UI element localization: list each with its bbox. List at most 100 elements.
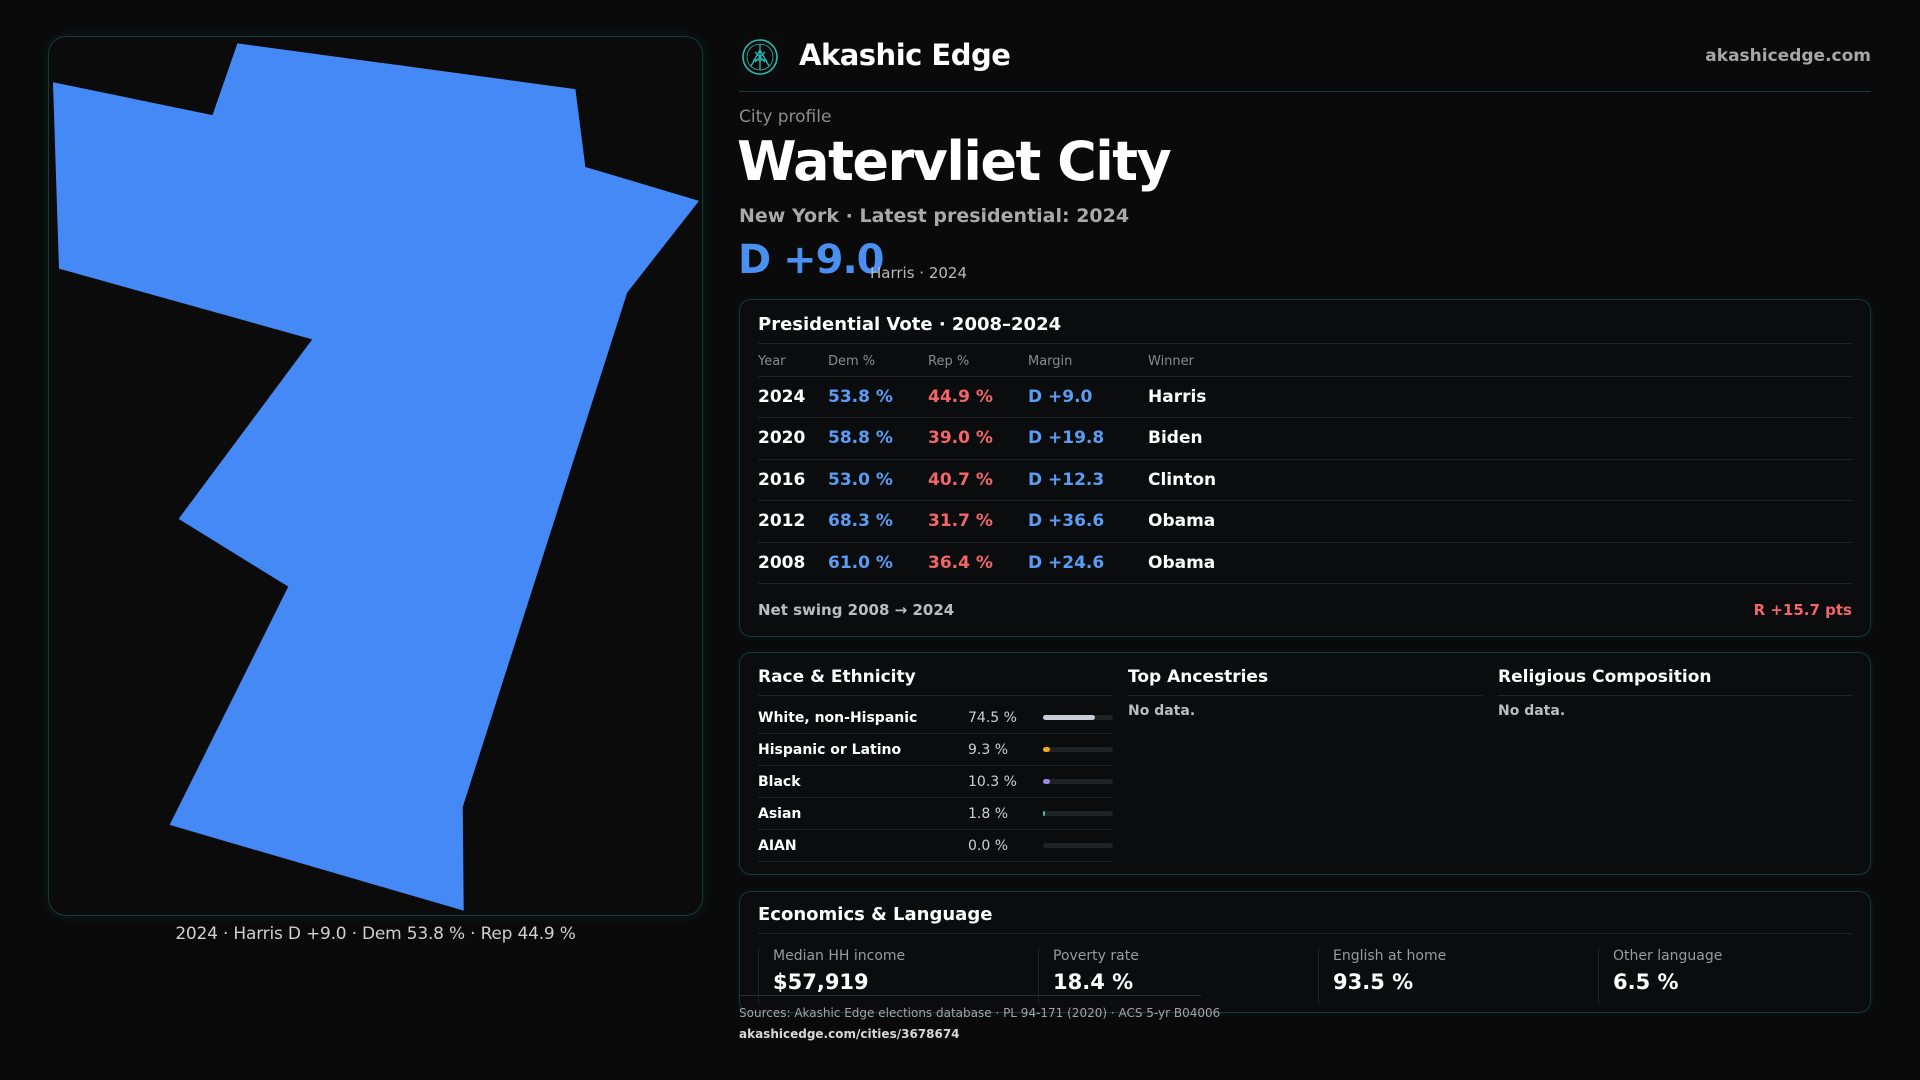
latest-margin: D +9.0 bbox=[738, 237, 885, 283]
column-header: Winner bbox=[1148, 348, 1852, 377]
race-bar bbox=[1043, 779, 1113, 784]
ancestries-empty-text: No data. bbox=[1128, 703, 1196, 719]
dem-cell: 53.0 % bbox=[828, 459, 928, 501]
race-percent: 1.8 % bbox=[968, 805, 1009, 822]
page-title: Watervliet City bbox=[737, 130, 1172, 193]
table-row: 2024 53.8 % 44.9 % D +9.0 Harris bbox=[758, 376, 1852, 418]
margin-cell: D +19.8 bbox=[1028, 417, 1148, 460]
presidential-vote-table: Year Dem % Rep % Margin Winner 2024 53.8… bbox=[758, 348, 1852, 584]
presidential-vote-title: Presidential Vote · 2008–2024 bbox=[758, 314, 1062, 335]
year-cell: 2008 bbox=[758, 542, 828, 584]
race-row: Black 10.3 % bbox=[758, 766, 1113, 798]
table-header-row: Year Dem % Rep % Margin Winner bbox=[758, 348, 1852, 377]
sources-footer: Sources: Akashic Edge elections database… bbox=[739, 1006, 1220, 1041]
stat-english-at-home: English at home 93.5 % bbox=[1318, 948, 1594, 1004]
page-eyebrow: City profile bbox=[739, 107, 832, 127]
race-bar bbox=[1043, 715, 1113, 720]
rep-cell: 36.4 % bbox=[928, 542, 1028, 584]
race-name: Hispanic or Latino bbox=[758, 741, 902, 758]
winner-cell: Harris bbox=[1148, 376, 1852, 418]
race-percent: 74.5 % bbox=[968, 709, 1017, 726]
race-bar-fill bbox=[1043, 747, 1050, 752]
year-cell: 2024 bbox=[758, 376, 828, 418]
economics-title: Economics & Language bbox=[758, 904, 993, 925]
religion-title: Religious Composition bbox=[1498, 667, 1853, 696]
sources-text: Sources: Akashic Edge elections database… bbox=[739, 1006, 1221, 1020]
race-row: Asian 1.8 % bbox=[758, 798, 1113, 830]
margin-cell: D +36.6 bbox=[1028, 500, 1148, 543]
table-row: 2020 58.8 % 39.0 % D +19.8 Biden bbox=[758, 417, 1852, 460]
rep-cell: 40.7 % bbox=[928, 459, 1028, 501]
race-row: White, non-Hispanic 74.5 % bbox=[758, 702, 1113, 734]
race-percent: 10.3 % bbox=[968, 773, 1017, 790]
table-row: 2016 53.0 % 40.7 % D +12.3 Clinton bbox=[758, 459, 1852, 501]
year-cell: 2016 bbox=[758, 459, 828, 501]
race-name: White, non-Hispanic bbox=[758, 709, 918, 726]
demographics-card: Race & Ethnicity White, non-Hispanic 74.… bbox=[739, 652, 1871, 875]
race-name: Asian bbox=[758, 805, 802, 822]
race-percent: 9.3 % bbox=[968, 741, 1009, 758]
race-ethnicity-title: Race & Ethnicity bbox=[758, 667, 1113, 696]
stat-label: Other language bbox=[1613, 948, 1723, 964]
race-bar bbox=[1043, 747, 1113, 752]
column-header: Year bbox=[758, 348, 828, 377]
city-boundary-shape bbox=[52, 43, 700, 911]
page-url-link[interactable]: akashicedge.com/cities/3678674 bbox=[739, 1027, 960, 1041]
stat-label: English at home bbox=[1333, 948, 1447, 964]
race-bar bbox=[1043, 811, 1113, 816]
divider bbox=[758, 343, 1852, 344]
winner-cell: Biden bbox=[1148, 417, 1852, 460]
stat-value: $57,919 bbox=[773, 970, 869, 994]
rep-cell: 31.7 % bbox=[928, 500, 1028, 543]
stat-poverty-rate: Poverty rate 18.4 % bbox=[1038, 948, 1314, 1004]
map-caption: 2024 · Harris D +9.0 · Dem 53.8 % · Rep … bbox=[175, 924, 576, 944]
stat-label: Median HH income bbox=[773, 948, 906, 964]
race-name: AIAN bbox=[758, 837, 797, 854]
religion-empty-text: No data. bbox=[1498, 703, 1566, 719]
column-header: Margin bbox=[1028, 348, 1148, 377]
ancestries-title: Top Ancestries bbox=[1128, 667, 1483, 696]
dem-cell: 53.8 % bbox=[828, 376, 928, 418]
dem-cell: 58.8 % bbox=[828, 417, 928, 460]
race-row: AIAN 0.0 % bbox=[758, 830, 1113, 862]
winner-cell: Obama bbox=[1148, 500, 1852, 543]
year-cell: 2020 bbox=[758, 417, 828, 460]
brand-name[interactable]: Akashic Edge bbox=[799, 38, 1011, 72]
winner-cell: Obama bbox=[1148, 542, 1852, 584]
stat-median-income: Median HH income $57,919 bbox=[758, 948, 1034, 1004]
dem-cell: 68.3 % bbox=[828, 500, 928, 543]
race-bar-fill bbox=[1043, 811, 1046, 816]
race-bar-fill bbox=[1043, 715, 1096, 720]
race-row: Hispanic or Latino 9.3 % bbox=[758, 734, 1113, 766]
winner-cell: Clinton bbox=[1148, 459, 1852, 501]
race-bar-fill bbox=[1043, 779, 1051, 784]
table-row: 2008 61.0 % 36.4 % D +24.6 Obama bbox=[758, 542, 1852, 584]
rep-cell: 44.9 % bbox=[928, 376, 1028, 418]
ancestries-column: Top Ancestries No data. bbox=[1128, 667, 1483, 719]
city-boundary-map bbox=[52, 43, 700, 911]
stat-other-language: Other language 6.5 % bbox=[1598, 948, 1854, 1004]
net-swing-value: R +15.7 pts bbox=[1753, 601, 1852, 619]
religion-column: Religious Composition No data. bbox=[1498, 667, 1853, 719]
margin-cell: D +12.3 bbox=[1028, 459, 1148, 501]
site-link[interactable]: akashicedge.com bbox=[1705, 46, 1871, 66]
stat-value: 18.4 % bbox=[1053, 970, 1134, 994]
divider bbox=[739, 995, 1201, 996]
city-map-panel bbox=[48, 36, 703, 916]
stat-label: Poverty rate bbox=[1053, 948, 1139, 964]
presidential-vote-card: Presidential Vote · 2008–2024 Year Dem %… bbox=[739, 299, 1871, 637]
site-header: Akashic Edge akashicedge.com bbox=[739, 34, 1871, 92]
race-ethnicity-column: Race & Ethnicity White, non-Hispanic 74.… bbox=[758, 667, 1113, 862]
race-name: Black bbox=[758, 773, 801, 790]
table-row: 2012 68.3 % 31.7 % D +36.6 Obama bbox=[758, 500, 1852, 543]
dem-cell: 61.0 % bbox=[828, 542, 928, 584]
economics-card: Economics & Language Median HH income $5… bbox=[739, 891, 1871, 1013]
divider bbox=[758, 933, 1852, 934]
crest-icon[interactable] bbox=[741, 38, 779, 76]
net-swing-label: Net swing 2008 → 2024 bbox=[758, 601, 955, 619]
stat-value: 6.5 % bbox=[1613, 970, 1679, 994]
race-percent: 0.0 % bbox=[968, 837, 1009, 854]
latest-margin-note: Harris · 2024 bbox=[870, 264, 968, 282]
year-cell: 2012 bbox=[758, 500, 828, 543]
margin-cell: D +9.0 bbox=[1028, 376, 1148, 418]
